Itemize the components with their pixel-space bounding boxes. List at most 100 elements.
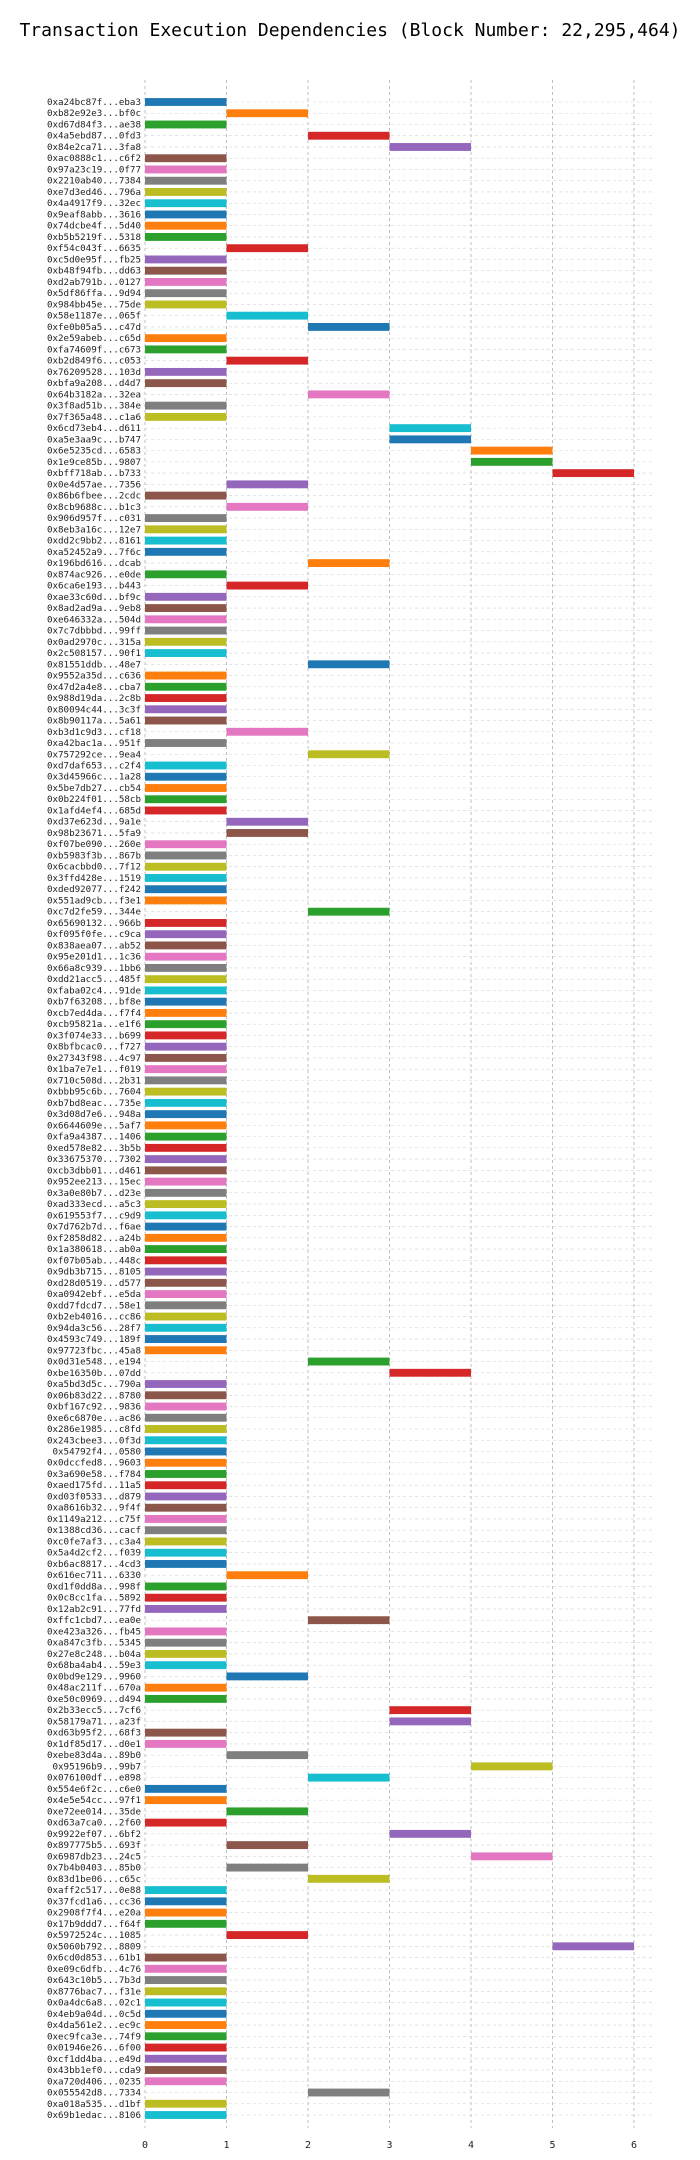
- bar: [308, 559, 390, 568]
- x-ticks-group: 0 1 2 3 4 5 6: [142, 2140, 637, 2151]
- bar: [145, 2111, 227, 2119]
- bar: [145, 2054, 227, 2063]
- row-label: 0x897775b5...693f: [47, 1840, 141, 1851]
- row-label: 0xe7d3ed46...796a: [47, 187, 141, 198]
- row-label: 0x66a8c939...1bb6: [47, 963, 141, 974]
- row-label: 0x8776bac7...f31e: [47, 1986, 141, 1997]
- row-label: 0x1a380618...ab0a: [47, 1244, 141, 1255]
- bar: [145, 1188, 227, 1197]
- bar: [389, 1829, 471, 1838]
- row-label: 0x27343f98...4c97: [47, 1053, 141, 1064]
- bar: [226, 1841, 308, 1850]
- row-label: 0x76209528...103d: [47, 367, 141, 378]
- bar: [145, 514, 227, 523]
- row-label: 0x65690132...966b: [47, 918, 141, 929]
- row-label: 0xa720d406...0235: [47, 2076, 141, 2087]
- x-tick-label: 6: [631, 2140, 637, 2151]
- row-label: 0x74dcbe4f...5d40: [47, 221, 141, 232]
- row-label: 0xb5b5219f...5318: [47, 232, 141, 243]
- bar: [308, 390, 390, 399]
- bar: [145, 1515, 227, 1523]
- bar: [145, 2077, 227, 2086]
- row-label: 0xb5983f3b...867b: [47, 850, 141, 861]
- row-label: 0xbbb95c6b...7604: [47, 1087, 142, 1098]
- bar: [145, 1953, 227, 1962]
- row-label: 0xa52452a9...7f6c: [47, 547, 141, 558]
- row-label: 0xc7d2fe59...344e: [47, 907, 141, 918]
- bar: [471, 1852, 553, 1861]
- row-label: 0x2b33ecc5...7cf6: [47, 1705, 141, 1716]
- row-label: 0xe646332a...504d: [47, 614, 141, 625]
- row-label: 0x619553f7...c9d9: [47, 1210, 141, 1221]
- bar: [145, 1222, 227, 1231]
- row-label: 0x1afd4ef4...685d: [47, 805, 141, 816]
- row-label: 0x4eb9a04d...0c5d: [47, 2009, 141, 2020]
- bar: [145, 1560, 227, 1568]
- bar: [145, 795, 227, 804]
- row-label: 0xb2d849f6...c053: [47, 356, 141, 367]
- row-label: 0x874ac926...e0de: [47, 569, 141, 580]
- row-label: 0x196bd616...dcab: [47, 558, 141, 569]
- row-label: 0x47d2a4e8...cba7: [47, 682, 141, 693]
- bar: [145, 1998, 227, 2007]
- row-label: 0xa5bd3d5c...790a: [47, 1379, 141, 1390]
- row-label: 0x58e1187e...065f: [47, 311, 141, 322]
- row-label: 0xac0888c1...c6f2: [47, 153, 141, 164]
- row-label: 0xd28d0519...d577: [47, 1278, 141, 1289]
- bar: [145, 862, 227, 871]
- bar: [145, 1593, 227, 1602]
- bar: [145, 1267, 227, 1276]
- bar: [145, 626, 227, 635]
- row-label: 0x3f8ad51b...384e: [47, 401, 141, 412]
- bar: [145, 1649, 227, 1658]
- bar: [145, 1728, 227, 1737]
- row-label: 0xf095f0fe...c9ca: [47, 929, 141, 940]
- bar: [145, 98, 227, 106]
- bar: [145, 637, 227, 646]
- row-label: 0xaed175fd...11a5: [47, 1480, 141, 1491]
- bar: [145, 1233, 227, 1242]
- row-label: 0x3a690e58...f784: [47, 1469, 142, 1480]
- bar: [145, 941, 227, 950]
- bar: [145, 1976, 227, 1984]
- bar: [145, 705, 227, 714]
- row-label: 0xd2ab791b...0127: [47, 277, 141, 288]
- row-label: 0xcb95821a...e1f6: [47, 1019, 141, 1030]
- bar: [145, 1897, 227, 1906]
- bar: [145, 1110, 227, 1119]
- row-label: 0x6987db23...24c5: [47, 1851, 141, 1862]
- row-label: 0x3a0e80b7...d23e: [47, 1188, 141, 1199]
- bar: [226, 502, 308, 511]
- bar: [145, 1526, 227, 1535]
- bar: [145, 1335, 227, 1343]
- bar: [226, 1807, 308, 1816]
- bar: [145, 2066, 227, 2074]
- bar: [145, 210, 227, 219]
- row-label: 0x0ad2970c...315a: [47, 637, 141, 648]
- row-label: 0x06b83d22...8780: [47, 1390, 141, 1401]
- bar: [145, 1076, 227, 1085]
- row-label: 0xa24bc87f...eba3: [47, 97, 141, 108]
- bar: [145, 806, 227, 815]
- bar: [145, 1784, 227, 1793]
- row-label: 0xdd7fdcd7...58e1: [47, 1300, 141, 1311]
- row-label: 0xf07be090...260e: [47, 839, 141, 850]
- bar: [145, 367, 227, 376]
- row-label: 0x54792f4...0580: [52, 1446, 141, 1457]
- bar: [226, 1863, 308, 1872]
- row-label: 0xfaba02c4...91de: [47, 985, 141, 996]
- bar: [145, 525, 227, 534]
- bar: [145, 1987, 227, 1996]
- bar: [145, 536, 227, 545]
- bar: [145, 874, 227, 882]
- bar: [145, 165, 227, 174]
- bar: [145, 997, 227, 1006]
- bar: [389, 1717, 471, 1726]
- bar: [145, 896, 227, 905]
- bar: [226, 311, 308, 320]
- row-label: 0x2c508157...90f1: [47, 648, 141, 659]
- bar: [226, 1751, 308, 1760]
- row-label: 0x6644609e...5af7: [47, 1120, 141, 1131]
- bar: [145, 1155, 227, 1164]
- bar: [145, 1470, 227, 1478]
